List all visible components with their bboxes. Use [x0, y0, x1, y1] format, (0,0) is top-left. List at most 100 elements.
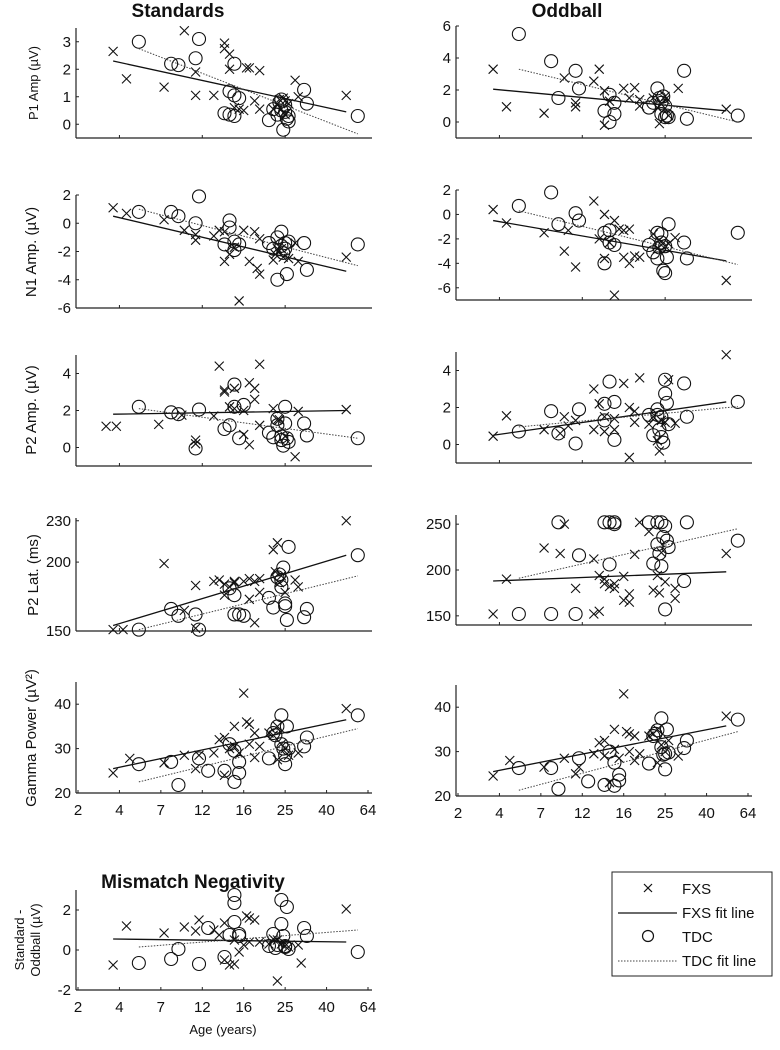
fxs-point: [570, 768, 581, 779]
tdc-point: [602, 557, 617, 572]
fxs-fit-line: [113, 409, 347, 415]
tdc-point: [171, 407, 186, 422]
tdc-point: [677, 376, 692, 391]
fxs-point: [652, 724, 663, 735]
fxs-point: [570, 262, 581, 272]
tdc-point: [658, 518, 673, 534]
fxs-point: [341, 515, 352, 526]
fxs-point: [599, 735, 610, 746]
fxs-point: [588, 554, 599, 564]
tdc-point: [299, 601, 314, 617]
tdc-point: [658, 110, 673, 125]
tdc-point: [227, 774, 242, 789]
fxs-point: [101, 421, 111, 432]
fxs-point: [229, 577, 240, 588]
panel-p1-oddball: 0 2 4 6 Oddball: [443, 1, 752, 139]
fxs-point: [618, 378, 629, 389]
tdc-point: [350, 548, 365, 563]
fxs-point: [249, 95, 260, 106]
fxs-point: [238, 225, 249, 236]
tdc-point: [350, 431, 365, 446]
x-tick-label: 25: [277, 999, 294, 1016]
fxs-point: [208, 576, 219, 587]
tdc-fit-line: [518, 528, 738, 579]
fxs-point: [214, 930, 225, 940]
tdc-point: [227, 108, 242, 124]
tdc-point: [597, 777, 612, 792]
fxs-point: [293, 582, 304, 592]
tdc-point: [607, 106, 622, 122]
tdc-point: [274, 579, 289, 594]
tdc-point: [274, 916, 289, 932]
tdc-point: [276, 122, 291, 137]
tdc-point: [602, 223, 617, 238]
tdc-point: [281, 114, 296, 129]
y-tick-label: 3: [63, 34, 71, 51]
fxs-point: [121, 921, 132, 931]
fxs-point: [539, 424, 549, 435]
tdc-point: [544, 185, 559, 200]
tdc-point: [131, 622, 146, 637]
fxs-point: [594, 570, 605, 581]
fxs-point: [648, 585, 659, 596]
fxs-point: [629, 417, 640, 428]
tdc-point: [650, 537, 665, 552]
tdc-point: [607, 432, 622, 447]
tdc-point: [650, 515, 665, 530]
fxs-point: [609, 578, 620, 589]
y-tick-label: 150: [426, 608, 451, 625]
tdc-fit-line: [138, 408, 358, 439]
fxs-point: [599, 426, 610, 437]
tdc-point: [281, 539, 296, 554]
tdc-point: [227, 895, 242, 911]
fxs-point: [670, 583, 681, 594]
tdc-point: [261, 590, 277, 605]
legend-entry-tdc: TDC: [641, 929, 713, 946]
fxs-point: [624, 746, 635, 757]
x-tick-label: 7: [537, 805, 545, 822]
fxs-point: [214, 361, 225, 371]
tdc-fit-line: [518, 406, 738, 428]
panel-p2lat-oddball: 150 200 250: [426, 515, 752, 626]
fxs-point: [219, 770, 230, 781]
x-tick-label: 12: [574, 805, 591, 822]
fxs-fit-line: [112, 60, 347, 113]
tdc-point: [217, 106, 232, 121]
tdc-point: [650, 251, 665, 266]
fxs-point: [488, 204, 499, 215]
fxs-point: [241, 62, 252, 73]
x-tick-label: 40: [698, 805, 715, 822]
fxs-fit-line: [493, 571, 727, 582]
fxs-point: [249, 617, 260, 628]
y-tick-label: 250: [426, 516, 451, 533]
tdc-point: [278, 399, 293, 414]
fxs-point: [229, 721, 240, 732]
fxs-point: [594, 64, 605, 75]
tdc-point: [597, 396, 612, 411]
tdc-point: [274, 429, 289, 444]
fxs-point: [609, 290, 620, 301]
fxs-point: [268, 544, 279, 555]
tdc-point: [201, 763, 216, 778]
fxs-point: [190, 235, 201, 246]
fxs-point: [624, 452, 635, 463]
tdc-point: [222, 927, 237, 943]
tdc-point: [659, 108, 674, 123]
y-tick-label: 40: [434, 699, 451, 716]
tdc-point: [261, 751, 277, 766]
tdc-fit-line: [518, 68, 738, 123]
fxs-point: [244, 439, 255, 450]
tdc-point: [164, 951, 179, 967]
fxs-point: [588, 424, 599, 435]
tdc-point: [656, 435, 671, 450]
tdc-point: [677, 63, 692, 78]
x-tick-label: 64: [360, 999, 377, 1016]
y-tick-label: 4: [63, 366, 71, 383]
tdc-point: [299, 262, 314, 277]
fxs-point: [341, 404, 352, 415]
tdc-point: [164, 56, 179, 71]
tdc-point: [232, 91, 247, 106]
y-tick-label: 0: [63, 215, 71, 232]
